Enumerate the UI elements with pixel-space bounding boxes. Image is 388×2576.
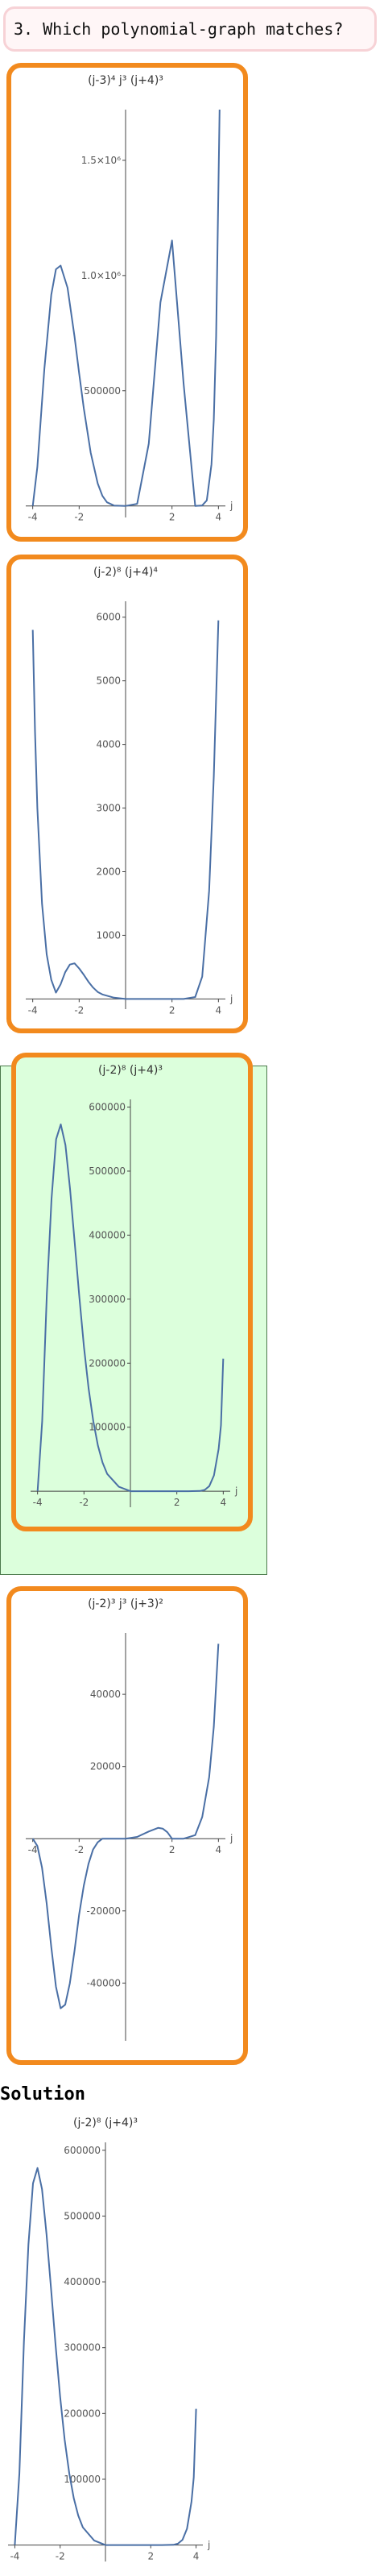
- x-axis-label: j: [229, 1833, 233, 1844]
- solution-heading: Solution: [0, 2084, 85, 2104]
- option-1-chart: (j-3)⁴ j³ (j+4)³ j -4 -2 2 4 500000 1.0×10⁶ 1.5×…: [26, 74, 233, 523]
- y-tick-label: 100000: [64, 2474, 101, 2485]
- x-axis-label: j: [229, 993, 233, 1004]
- chart-title: (j-3)⁴ j³ (j+4)³: [88, 74, 163, 87]
- x-tick-label: 4: [221, 1497, 227, 1508]
- y-tick-label: 300000: [89, 1294, 126, 1305]
- x-tick-label: -4: [28, 1844, 38, 1855]
- series-line: [31, 1643, 220, 2009]
- x-tick-label: -2: [74, 512, 84, 523]
- y-tick-label: 500000: [84, 385, 121, 397]
- x-tick-label: 2: [174, 1497, 180, 1508]
- y-tick-label: 2000: [96, 866, 121, 877]
- y-tick-label: -20000: [86, 1905, 121, 1917]
- x-tick-label: -2: [74, 1004, 84, 1016]
- y-tick-label: 40000: [90, 1689, 121, 1700]
- question-banner: 3. Which polynomial-graph matches?: [3, 6, 377, 52]
- answer-option-3[interactable]: (j-2)⁸ (j+4)³ j -4 -2 2 4 100000 200000 300000 40…: [11, 1053, 253, 1531]
- x-tick-label: 2: [169, 512, 175, 523]
- x-tick-label: -2: [79, 1497, 89, 1508]
- y-tick-label: 400000: [89, 1229, 126, 1240]
- y-tick-label: 100000: [89, 1422, 126, 1433]
- y-tick-label: 500000: [89, 1165, 126, 1177]
- x-tick-label: 2: [147, 2551, 154, 2562]
- y-tick-label: 500000: [64, 2210, 101, 2221]
- answer-option-2[interactable]: (j-2)⁸ (j+4)⁴ j -4 -2 2 4 1000 2000 3000 4000 5000…: [6, 555, 248, 1033]
- chart-title: (j-2)³ j³ (j+3)²: [88, 1598, 163, 1610]
- y-tick-label: 200000: [89, 1357, 126, 1369]
- series-line: [36, 1124, 225, 1493]
- question-text: 3. Which polynomial-graph matches?: [14, 19, 344, 39]
- y-tick-label: 4000: [96, 739, 121, 750]
- x-tick-label: 4: [216, 1004, 222, 1016]
- y-tick-label: 20000: [90, 1761, 121, 1772]
- y-tick-label: 1000: [96, 929, 121, 941]
- option-4-chart: (j-2)³ j³ (j+3)² j -4 -2 2 4 -40000 -20000 20000…: [26, 1598, 233, 2041]
- answer-option-4[interactable]: (j-2)³ j³ (j+3)² j -4 -2 2 4 -40000 -20000 20000…: [6, 1586, 248, 2065]
- y-tick-label: -40000: [86, 1977, 121, 1988]
- x-axis-label: j: [207, 2540, 210, 2551]
- series-line: [14, 2167, 197, 2546]
- y-tick-label: 3000: [96, 803, 121, 814]
- y-tick-label: 5000: [96, 675, 121, 687]
- x-tick-label: -2: [56, 2551, 65, 2562]
- chart-title: (j-2)⁸ (j+4)³: [73, 2117, 138, 2129]
- x-tick-label: 4: [216, 1844, 222, 1855]
- y-tick-label: 1.5×10⁶: [81, 155, 121, 166]
- y-tick-label: 6000: [96, 612, 121, 623]
- x-tick-label: -4: [28, 512, 38, 523]
- x-tick-label: -4: [28, 1004, 38, 1016]
- chart-title: (j-2)⁸ (j+4)³: [98, 1064, 163, 1077]
- answer-option-1[interactable]: (j-3)⁴ j³ (j+4)³ j -4 -2 2 4 500000 1.0×10⁶ 1.5×…: [6, 63, 248, 542]
- y-tick-label: 600000: [89, 1102, 126, 1113]
- x-tick-label: -4: [33, 1497, 43, 1508]
- x-tick-label: 2: [169, 1844, 175, 1855]
- x-axis-label: j: [229, 501, 233, 512]
- y-tick-label: 300000: [64, 2342, 101, 2354]
- chart-title: (j-2)⁸ (j+4)⁴: [93, 566, 158, 579]
- option-3-chart: (j-2)⁸ (j+4)³ j -4 -2 2 4 100000 200000 300000 40…: [31, 1064, 237, 1508]
- x-tick-label: -2: [74, 1844, 84, 1855]
- y-tick-label: 1.0×10⁶: [81, 270, 121, 281]
- solution-chart: (j-2)⁸ (j+4)³ j -4 -2 2 4 100000 200000 300000 40…: [8, 2117, 210, 2562]
- y-tick-label: 600000: [64, 2145, 101, 2156]
- y-tick-label: 400000: [64, 2276, 101, 2287]
- option-2-chart: (j-2)⁸ (j+4)⁴ j -4 -2 2 4 1000 2000 3000 4000 5000…: [26, 566, 233, 1016]
- series-line: [31, 109, 221, 507]
- x-tick-label: 2: [169, 1004, 175, 1016]
- x-tick-label: 4: [193, 2551, 200, 2562]
- series-line: [31, 620, 220, 1000]
- x-tick-label: -4: [10, 2551, 19, 2562]
- x-axis-label: j: [234, 1485, 237, 1497]
- y-tick-label: 200000: [64, 2408, 101, 2419]
- x-tick-label: 4: [216, 512, 222, 523]
